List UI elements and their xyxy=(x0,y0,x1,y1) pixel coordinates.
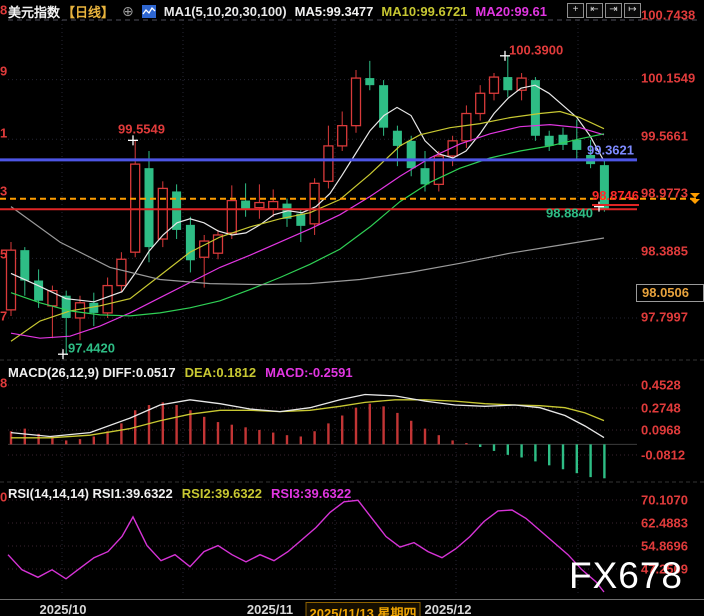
macd-diff-value: MACD(26,12,9) DIFF:0.0517 xyxy=(8,365,176,380)
macd-axis-label: -0.0812 xyxy=(641,447,686,463)
rsi3-value: RSI3:39.6322 xyxy=(271,486,352,501)
y-axis-label: 97.7997 xyxy=(641,309,688,325)
jump-start-icon[interactable]: ⇤ xyxy=(586,3,603,18)
jump-end-icon[interactable]: ⇥ xyxy=(605,3,622,18)
selected-date-label: 2025/11/13 星期四 xyxy=(305,602,421,616)
left-axis-digit: 8 xyxy=(0,2,8,18)
ma10-value: MA10:99.6721 xyxy=(381,4,468,19)
macd-axis-label: 0.2748 xyxy=(641,400,681,416)
rsi-header: RSI(14,14,14) RSI1:39.6322 RSI2:39.6322 … xyxy=(8,486,351,501)
add-indicator-icon[interactable]: ⊕ xyxy=(122,3,134,19)
date-label: 2025/10 xyxy=(39,602,87,616)
time-axis: 2025/10 2025/11 2025/11/13 星期四 2025/12 xyxy=(0,599,704,616)
date-label: 2025/11 xyxy=(246,602,294,616)
left-axis-digit: 3 xyxy=(0,183,8,199)
price-annotation: 99.3621 xyxy=(587,142,634,158)
left-axis-digit: 0 xyxy=(0,489,8,505)
ma20-value: MA20:99.61 xyxy=(475,4,547,19)
rsi2-value: RSI2:39.6322 xyxy=(181,486,263,501)
y-axis-label: 98.3885 xyxy=(641,243,688,259)
ma-settings-label: MA1(5,10,20,30,100) xyxy=(163,4,287,19)
left-axis-digit: 9 xyxy=(0,63,8,79)
y-axis-label: 99.5661 xyxy=(641,128,688,144)
rsi-axis-label: 47.2509 xyxy=(641,561,688,577)
chart-header: 美元指数 【日线】 ⊕ MA1(5,10,20,30,100) MA5:99.34… xyxy=(8,2,547,21)
current-price-tag: 98.0506 xyxy=(636,284,704,302)
alert-price-label: 98.9773 xyxy=(641,185,688,201)
price-annotation: 97.4420 xyxy=(68,340,115,356)
macd-dea-value: DEA:0.1812 xyxy=(184,365,257,380)
crosshair-icon[interactable]: + xyxy=(567,3,584,18)
date-label: 2025/12 xyxy=(424,602,472,616)
macd-header: MACD(26,12,9) DIFF:0.0517 DEA:0.1812 MAC… xyxy=(8,365,353,380)
macd-axis-label: 0.4528 xyxy=(641,377,681,393)
y-axis-label: 100.7438 xyxy=(641,7,696,23)
left-axis-digit: 5 xyxy=(0,246,8,262)
price-annotation: 98.8840 xyxy=(546,205,593,221)
y-axis-label: 100.1549 xyxy=(641,70,696,86)
price-annotation: 99.5549 xyxy=(118,121,165,137)
rsi-axis-label: 62.4883 xyxy=(641,515,688,531)
instrument-title: 美元指数 xyxy=(8,5,61,20)
price-annotation: 100.3900 xyxy=(509,42,564,58)
chart-toolbar: + ⇤ ⇥ ↦ xyxy=(567,3,641,18)
candlestick-chart-icon[interactable] xyxy=(141,5,156,18)
price-annotation: 98.8746 xyxy=(592,188,639,206)
left-axis-digit: 8 xyxy=(0,375,8,391)
left-axis-digit: 1 xyxy=(0,125,8,141)
latest-bar-icon[interactable]: ↦ xyxy=(624,3,641,18)
macd-hist-value: MACD:-0.2591 xyxy=(265,365,353,380)
fx678-watermark: FX678 xyxy=(569,555,684,596)
left-axis-digit: 7 xyxy=(0,308,8,324)
price-alert-icon[interactable] xyxy=(690,193,700,205)
ma5-value: MA5:99.3477 xyxy=(294,4,374,19)
rsi-axis-label: 70.1070 xyxy=(641,492,688,508)
macd-axis-label: 0.0968 xyxy=(641,422,681,438)
rsi1-value: RSI(14,14,14) RSI1:39.6322 xyxy=(8,486,173,501)
period-label: 【日线】 xyxy=(62,5,115,20)
rsi-axis-label: 54.8696 xyxy=(641,538,688,554)
